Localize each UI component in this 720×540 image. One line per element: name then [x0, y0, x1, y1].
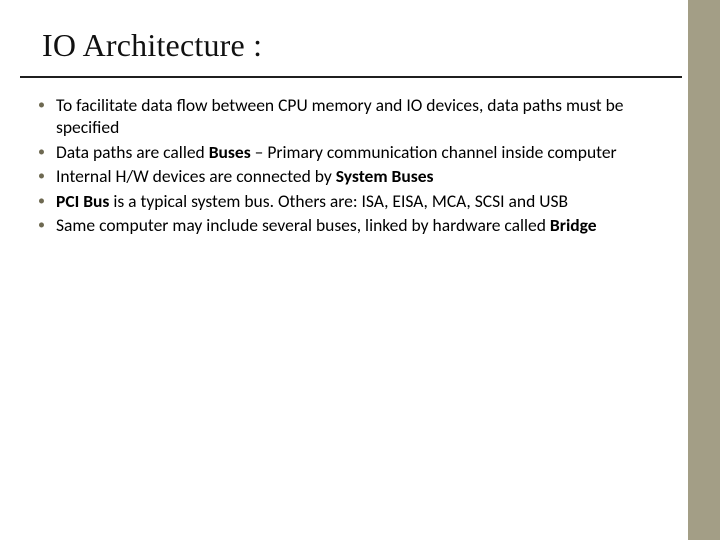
bullet-text-segment: is a typical system bus. Others are: ISA… — [109, 190, 568, 212]
bullet-list: To facilitate data flow between CPU memo… — [30, 94, 670, 236]
bullet-text-segment: System Buses — [336, 165, 434, 187]
title-underline — [20, 76, 682, 78]
bullet-item: Data paths are called Buses – Primary co… — [30, 141, 670, 163]
slide-title: IO Architecture : — [42, 28, 262, 63]
slide-content: To facilitate data flow between CPU memo… — [30, 94, 670, 238]
accent-side-bar — [688, 0, 720, 540]
bullet-item: Internal H/W devices are connected by Sy… — [30, 165, 670, 187]
bullet-text-segment: Same computer may include several buses,… — [56, 214, 550, 236]
bullet-text-segment: PCI Bus — [56, 190, 109, 212]
bullet-item: To facilitate data flow between CPU memo… — [30, 94, 670, 139]
bullet-text-segment: – Primary communication channel inside c… — [251, 141, 617, 163]
bullet-text-segment: Buses — [209, 141, 251, 163]
bullet-text-segment: To facilitate data flow between CPU memo… — [56, 94, 624, 138]
bullet-text-segment: Data paths are called — [56, 141, 209, 163]
slide: IO Architecture : To facilitate data flo… — [0, 0, 720, 540]
bullet-item: PCI Bus is a typical system bus. Others … — [30, 190, 670, 212]
bullet-text-segment: Bridge — [550, 214, 597, 236]
bullet-item: Same computer may include several buses,… — [30, 214, 670, 236]
bullet-text-segment: Internal H/W devices are connected by — [56, 165, 336, 187]
